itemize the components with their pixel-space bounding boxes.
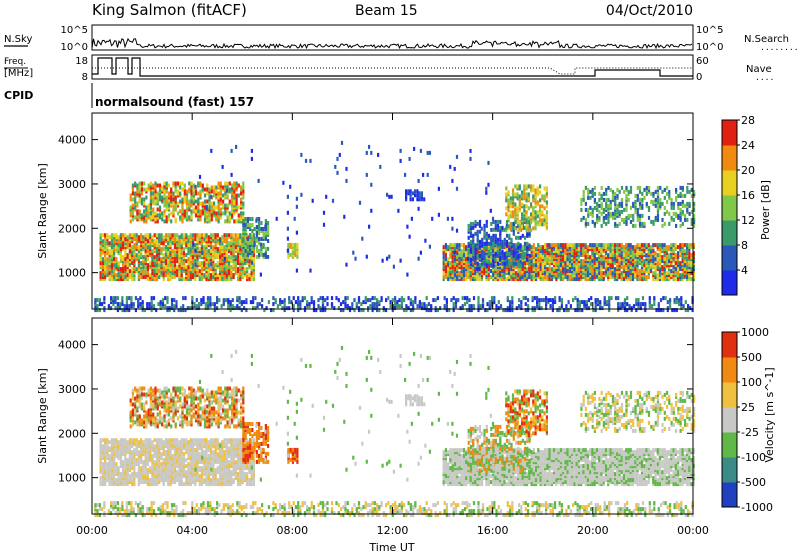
x-tick-label: 20:00 (577, 524, 609, 537)
x-tick-label: 12:00 (377, 524, 409, 537)
y-tick-label: 3000 (58, 178, 86, 191)
velocity-x-axis: 00:00 04:00 08:00 12:00 16:00 20:00 00:00 (76, 318, 709, 537)
colorbar-tick-label: 20 (741, 164, 755, 177)
nsky-panel-frame (91, 24, 694, 51)
nave-label: Nave (746, 64, 772, 75)
power-heatmap-cells (94, 140, 696, 313)
nave-trace (92, 67, 693, 75)
colorbar-tick-label: -25 (741, 426, 759, 439)
nsearch-tick-top: 10^5 (696, 25, 723, 36)
station-title: King Salmon (fitACF) (92, 1, 247, 19)
colorbar-swatch (722, 170, 737, 196)
nsearch-label: N.Search (744, 34, 789, 45)
y-tick-label: 1000 (58, 472, 86, 485)
colorbar-swatch (722, 382, 737, 408)
nave-tick-top: 60 (696, 56, 709, 67)
cpid-program: normalsound (fast) 157 (95, 95, 254, 109)
velocity-heatmap-cells (94, 345, 696, 518)
y-tick-label: 4000 (58, 134, 86, 147)
y-tick-label: 2000 (58, 427, 86, 440)
velocity-y-axis-title: Slant Range [km] (36, 368, 49, 464)
colorbar-frame (721, 119, 738, 296)
colorbar-swatch (722, 482, 737, 508)
x-tick-label: 04:00 (176, 524, 208, 537)
nsky-tick-bottom: 10^0 (61, 42, 88, 53)
colorbar-tick-label: -1000 (741, 501, 773, 514)
colorbar-tick-label: 16 (741, 189, 755, 202)
nave-dots: .... (755, 73, 774, 82)
power-colorbar: 4 8 12 16 20 24 28 (721, 114, 755, 296)
freq-panel-frame (91, 54, 694, 80)
nsearch-tick-bottom: 10^0 (696, 42, 723, 53)
x-tick-label: 16:00 (477, 524, 509, 537)
cpid-label: CPID (4, 89, 33, 102)
colorbar-tick-label: 1000 (741, 326, 769, 339)
colorbar-swatch (722, 245, 737, 271)
colorbar-swatch (722, 195, 737, 221)
colorbar-tick-label: 500 (741, 351, 762, 364)
colorbar-swatch (722, 332, 737, 358)
colorbar-swatch (722, 270, 737, 296)
y-tick-label: 4000 (58, 339, 86, 352)
colorbar-frame (721, 331, 738, 508)
time-axis-title: Time UT (368, 541, 414, 554)
colorbar-swatch (722, 357, 737, 383)
colorbar-swatch (722, 432, 737, 458)
colorbar-tick-label: 4 (741, 264, 748, 277)
velocity-y-axis: 1000 2000 3000 4000 (58, 339, 693, 485)
x-tick-label: 00:00 (677, 524, 709, 537)
velocity-colorbar-label: Velocity [m s^-1] (763, 367, 776, 462)
nsky-trace (91, 37, 693, 50)
power-colorbar-label: Power [dB] (759, 180, 772, 240)
colorbar-tick-label: 24 (741, 139, 755, 152)
colorbar-swatch (722, 407, 737, 433)
x-tick-label: 00:00 (76, 524, 108, 537)
colorbar-tick-label: -500 (741, 476, 766, 489)
colorbar-swatch (722, 457, 737, 483)
power-y-axis-title: Slant Range [km] (36, 163, 49, 259)
colorbar-tick-label: -100 (741, 451, 766, 464)
nave-tick-bottom: 0 (696, 72, 702, 83)
colorbar-swatch (722, 145, 737, 171)
y-tick-label: 3000 (58, 383, 86, 396)
velocity-colorbar: 1000 500 100 25 -25 -100 -500 -1000 (721, 326, 773, 514)
x-tick-label: 08:00 (276, 524, 308, 537)
colorbar-tick-label: 8 (741, 239, 748, 252)
colorbar-swatch (722, 120, 737, 146)
freq-tick-top: 18 (75, 56, 88, 67)
date-title: 04/Oct/2010 (606, 3, 693, 19)
freq-trace (92, 57, 693, 77)
beam-title: Beam 15 (355, 3, 418, 19)
freq-label-line1: Freq. (4, 57, 26, 67)
colorbar-tick-label: 12 (741, 214, 755, 227)
colorbar-swatch (722, 220, 737, 246)
colorbar-tick-label: 25 (741, 401, 755, 414)
colorbar-tick-label: 28 (741, 114, 755, 127)
nsky-tick-top: 10^5 (61, 25, 88, 36)
colorbar-tick-label: 100 (741, 376, 762, 389)
power-y-axis: 1000 2000 3000 4000 (58, 134, 693, 280)
y-tick-label: 1000 (58, 267, 86, 280)
freq-label-line2: [MHz] (4, 68, 33, 79)
freq-tick-bottom: 8 (82, 72, 88, 83)
nsearch-dots: ........ (760, 43, 799, 52)
power-x-ticks (91, 113, 694, 309)
y-tick-label: 2000 (58, 222, 86, 235)
nsky-label: N.Sky (4, 34, 32, 45)
